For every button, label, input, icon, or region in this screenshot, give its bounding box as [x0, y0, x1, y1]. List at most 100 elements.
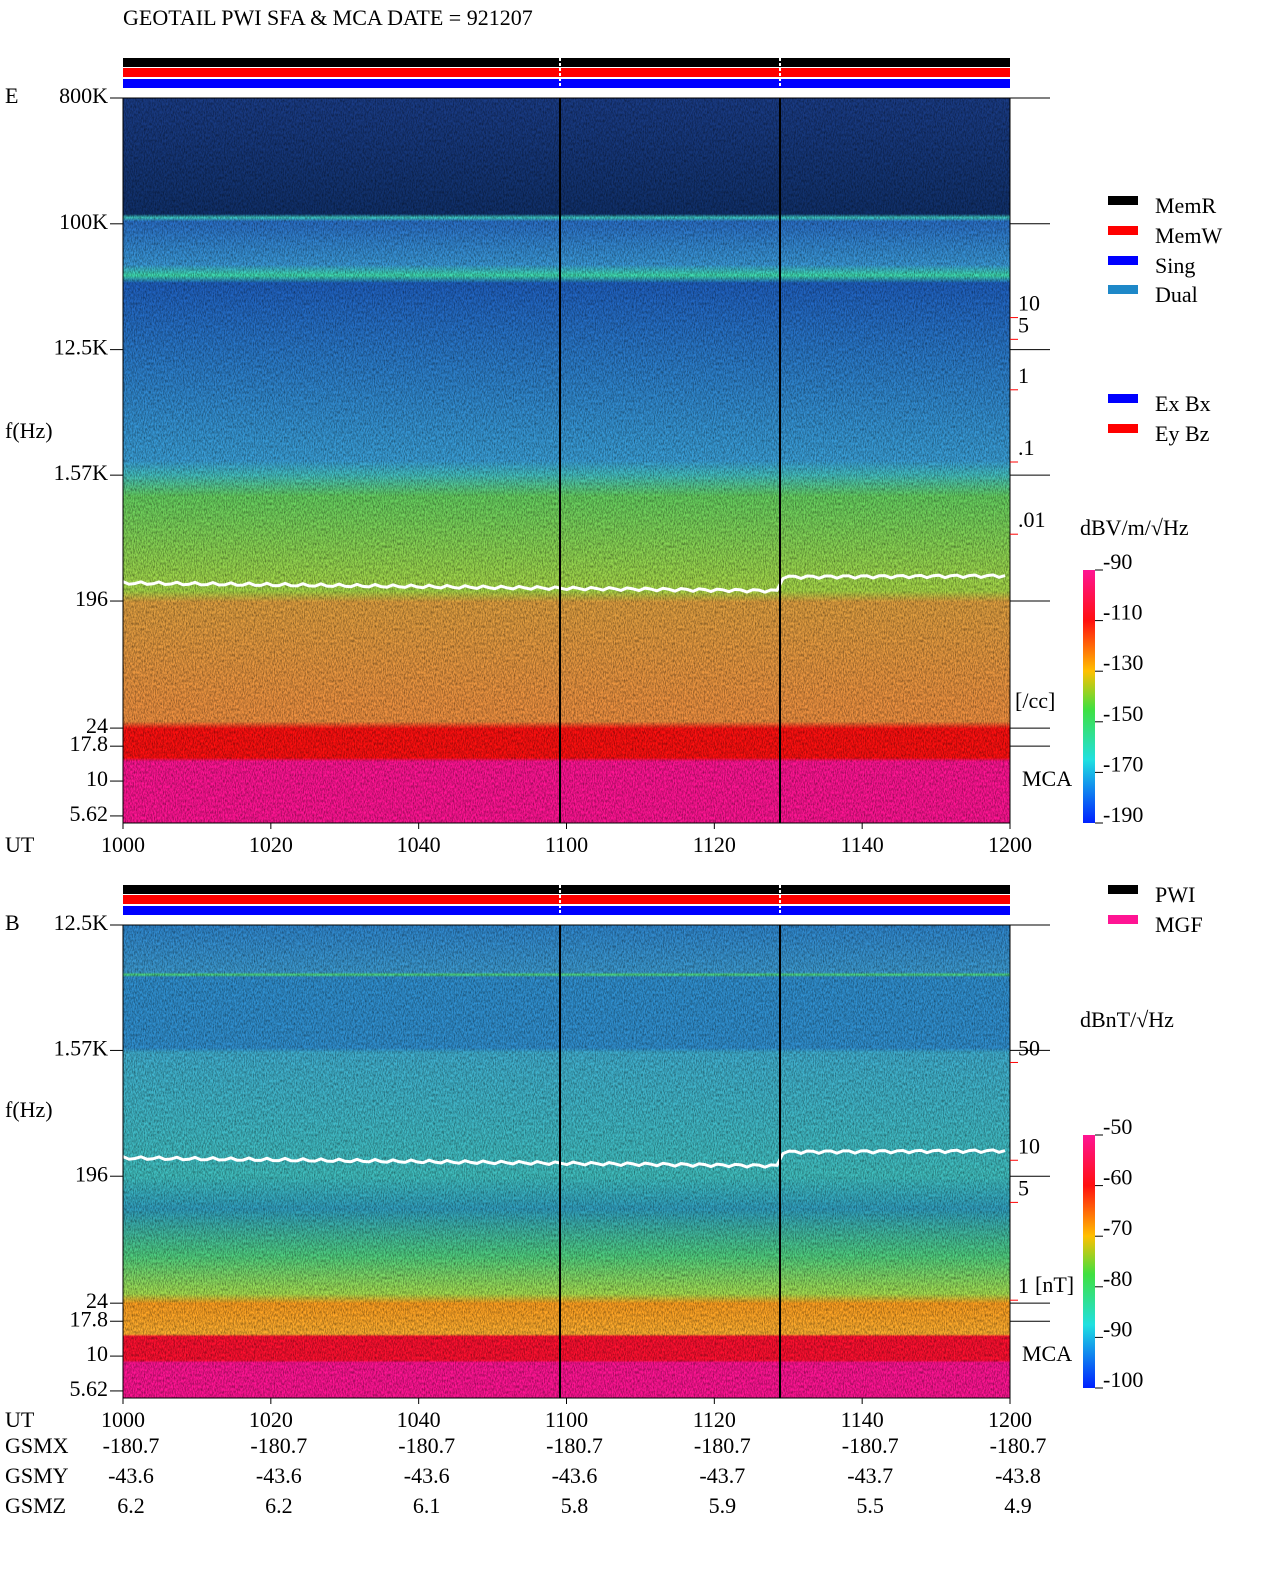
status-bar-memr: [123, 58, 1010, 67]
x-tick-label: 1100: [545, 1407, 588, 1432]
status-bar-mode: [123, 79, 1010, 88]
legend-label: MemR: [1155, 193, 1216, 218]
spectrogram-texture: [123, 98, 1010, 823]
x-tick-label: 1040: [397, 1407, 441, 1432]
y2-tick-label: 5: [1018, 312, 1029, 337]
status-bar-memw: [123, 68, 1010, 77]
legend-swatch: [1108, 285, 1138, 294]
y2-tick-label: 1: [1018, 363, 1029, 388]
orbit-value: 5.9: [709, 1493, 737, 1518]
y2-tick-label: 10: [1018, 1133, 1040, 1158]
orbit-value: 6.2: [265, 1493, 293, 1518]
colorbar-tick-label: -130: [1103, 650, 1143, 675]
orbit-value: -180.7: [990, 1433, 1047, 1458]
legend-swatch: [1108, 424, 1138, 433]
orbit-row-name: GSMY: [5, 1463, 69, 1488]
colorbar-tick-label: -100: [1103, 1367, 1143, 1392]
orbit-value: -180.7: [398, 1433, 455, 1458]
status-bar-mode: [123, 906, 1010, 915]
y-tick-label: 5.62: [70, 801, 109, 826]
colorbar-tick-label: -60: [1103, 1165, 1132, 1190]
legend-label: Ex Bx: [1155, 391, 1211, 416]
y2-label: [/cc]: [1015, 688, 1055, 713]
orbit-value: -43.8: [995, 1463, 1041, 1488]
orbit-value: 6.2: [117, 1493, 145, 1518]
y-tick-label: 10: [86, 766, 108, 791]
y-tick-label: 5.62: [70, 1376, 109, 1401]
y2-tick-label: .1: [1018, 435, 1035, 460]
y2-tick-label: 10: [1018, 291, 1040, 316]
y-tick-label: 1.57K: [54, 1035, 109, 1060]
x-axis-label: UT: [5, 1407, 35, 1432]
colorbar-tick-label: -190: [1103, 802, 1143, 827]
x-tick-label: 1000: [101, 1407, 145, 1432]
orbit-value: -180.7: [694, 1433, 751, 1458]
x-tick-label: 1120: [693, 832, 736, 857]
x-axis-label: UT: [5, 832, 35, 857]
orbit-value: -43.6: [552, 1463, 598, 1488]
colorbar-tick-label: -170: [1103, 751, 1143, 776]
y-tick-label: 12.5K: [54, 335, 109, 360]
x-tick-label: 1200: [988, 832, 1032, 857]
spectrogram-texture: [123, 925, 1010, 1398]
x-tick-label: 1040: [397, 832, 441, 857]
legend-label: MemW: [1155, 223, 1222, 248]
y-tick-label: 1.57K: [54, 460, 109, 485]
orbit-value: 6.1: [413, 1493, 441, 1518]
legend-swatch: [1108, 196, 1138, 205]
y-axis-label: f(Hz): [5, 418, 53, 443]
panel-label: E: [5, 83, 18, 108]
y-tick-label: 800K: [59, 83, 108, 108]
legend-label: PWI: [1155, 882, 1195, 907]
status-bar-memw: [123, 895, 1010, 904]
colorbar-tick-label: -110: [1103, 600, 1143, 625]
orbit-value: 5.5: [856, 1493, 884, 1518]
band-label: MCA: [1022, 766, 1072, 791]
legend-label: Sing: [1155, 253, 1195, 278]
legend-label: MGF: [1155, 912, 1203, 937]
orbit-value: -180.7: [546, 1433, 603, 1458]
legend-swatch: [1108, 394, 1138, 403]
plasma-line: [122, 573, 1006, 594]
y-tick-label: 10: [86, 1341, 108, 1366]
legend-swatch: [1108, 885, 1138, 894]
colorbar-tick-label: -90: [1103, 1316, 1132, 1341]
band-label: MCA: [1022, 1341, 1072, 1366]
y2-tick-label: .01: [1018, 507, 1046, 532]
x-tick-label: 1000: [101, 832, 145, 857]
orbit-value: -43.6: [108, 1463, 154, 1488]
x-tick-label: 1140: [841, 832, 884, 857]
colorbar-tick-label: -150: [1103, 701, 1143, 726]
y-tick-label: 100K: [59, 209, 108, 234]
y-tick-label: 24: [86, 1288, 108, 1313]
colorbar: [1083, 570, 1095, 823]
y-tick-label: 17.8: [70, 1306, 109, 1331]
y2-tick-label: 5: [1018, 1175, 1029, 1200]
orbit-value: -43.6: [256, 1463, 302, 1488]
orbit-value: 4.9: [1004, 1493, 1032, 1518]
y2-tick-label: 50: [1018, 1035, 1040, 1060]
orbit-value: -180.7: [250, 1433, 307, 1458]
y-axis-label: f(Hz): [5, 1097, 53, 1122]
x-tick-label: 1020: [249, 832, 293, 857]
y-tick-label: 17.8: [70, 731, 109, 756]
orbit-value: -43.7: [847, 1463, 893, 1488]
legend-label: Ey Bz: [1155, 421, 1210, 446]
orbit-value: -180.7: [842, 1433, 899, 1458]
legend-swatch: [1108, 226, 1138, 235]
orbit-row-name: GSMZ: [5, 1493, 66, 1518]
colorbar-tick-label: -70: [1103, 1215, 1132, 1240]
y2-label: [nT]: [1035, 1272, 1074, 1297]
plasma-line: [122, 1148, 1006, 1169]
orbit-row-name: GSMX: [5, 1433, 69, 1458]
orbit-value: -180.7: [103, 1433, 160, 1458]
x-tick-label: 1200: [988, 1407, 1032, 1432]
orbit-value: -43.7: [699, 1463, 745, 1488]
y-tick-label: 12.5K: [54, 910, 109, 935]
colorbar-label: dBnT/√Hz: [1080, 1007, 1174, 1032]
chart-title: GEOTAIL PWI SFA & MCA DATE = 921207: [123, 5, 533, 30]
colorbar-tick-label: -80: [1103, 1266, 1132, 1291]
x-tick-label: 1020: [249, 1407, 293, 1432]
